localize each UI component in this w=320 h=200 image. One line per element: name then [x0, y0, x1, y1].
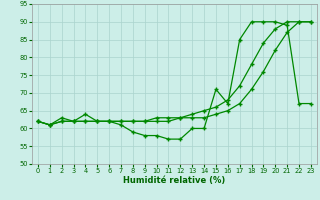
X-axis label: Humidité relative (%): Humidité relative (%) — [123, 176, 226, 185]
